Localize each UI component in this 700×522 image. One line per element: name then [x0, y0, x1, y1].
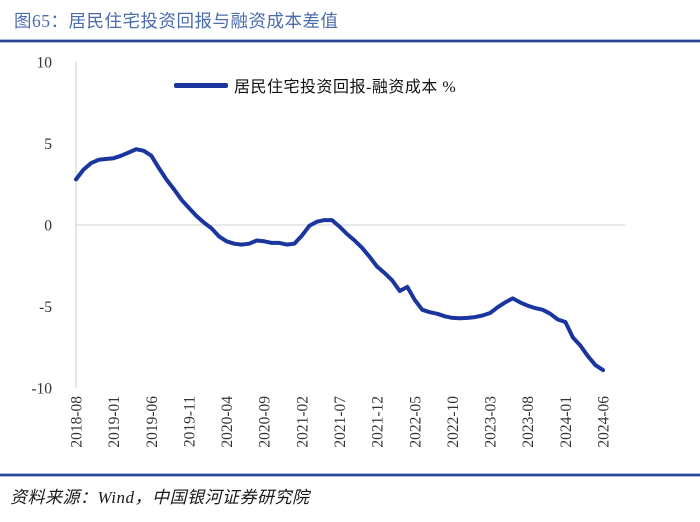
- x-axis-label: 2021-02: [294, 396, 311, 448]
- figure-title: 图65：居民住宅投资回报与融资成本差值: [14, 11, 339, 31]
- y-axis-label: 0: [44, 218, 52, 235]
- y-axis-label: -5: [39, 299, 52, 316]
- legend-line-marker: [174, 82, 228, 88]
- x-axis-label: 2020-09: [257, 396, 274, 448]
- data-series-line: [74, 147, 605, 373]
- title-divider: [0, 40, 700, 42]
- footer-divider: [0, 474, 700, 476]
- x-axis-label: 2019-01: [106, 396, 123, 448]
- x-axis-label: 2018-08: [69, 396, 86, 448]
- x-axis-label: 2021-07: [332, 396, 349, 448]
- x-axis-label: 2023-03: [483, 396, 500, 448]
- x-axis-label: 2019-11: [181, 396, 198, 447]
- x-axis-label: 2023-08: [520, 396, 537, 448]
- x-axis-label: 2022-10: [445, 396, 462, 448]
- chart-legend: 居民住宅投资回报-融资成本 %: [174, 73, 456, 97]
- x-axis-label: 2022-05: [407, 396, 424, 448]
- x-axis-label: 2021-12: [370, 396, 387, 448]
- y-axis-label: 10: [37, 55, 53, 72]
- legend-label: 居民住宅投资回报-融资成本 %: [234, 79, 457, 96]
- x-axis-label: 2024-01: [558, 396, 575, 448]
- y-axis-label: 5: [44, 136, 52, 153]
- x-axis-label: 2020-04: [219, 396, 236, 448]
- y-axis-label: -10: [31, 381, 52, 398]
- x-axis-label: 2024-06: [596, 396, 613, 448]
- source-note: 资料来源：Wind，中国银河证券研究院: [10, 488, 310, 507]
- x-axis-label: 2019-06: [144, 396, 161, 448]
- line-chart: 10 5 0 -5 -10 2018-08 2019-01 2019-06 2019-11 202…: [31, 55, 625, 448]
